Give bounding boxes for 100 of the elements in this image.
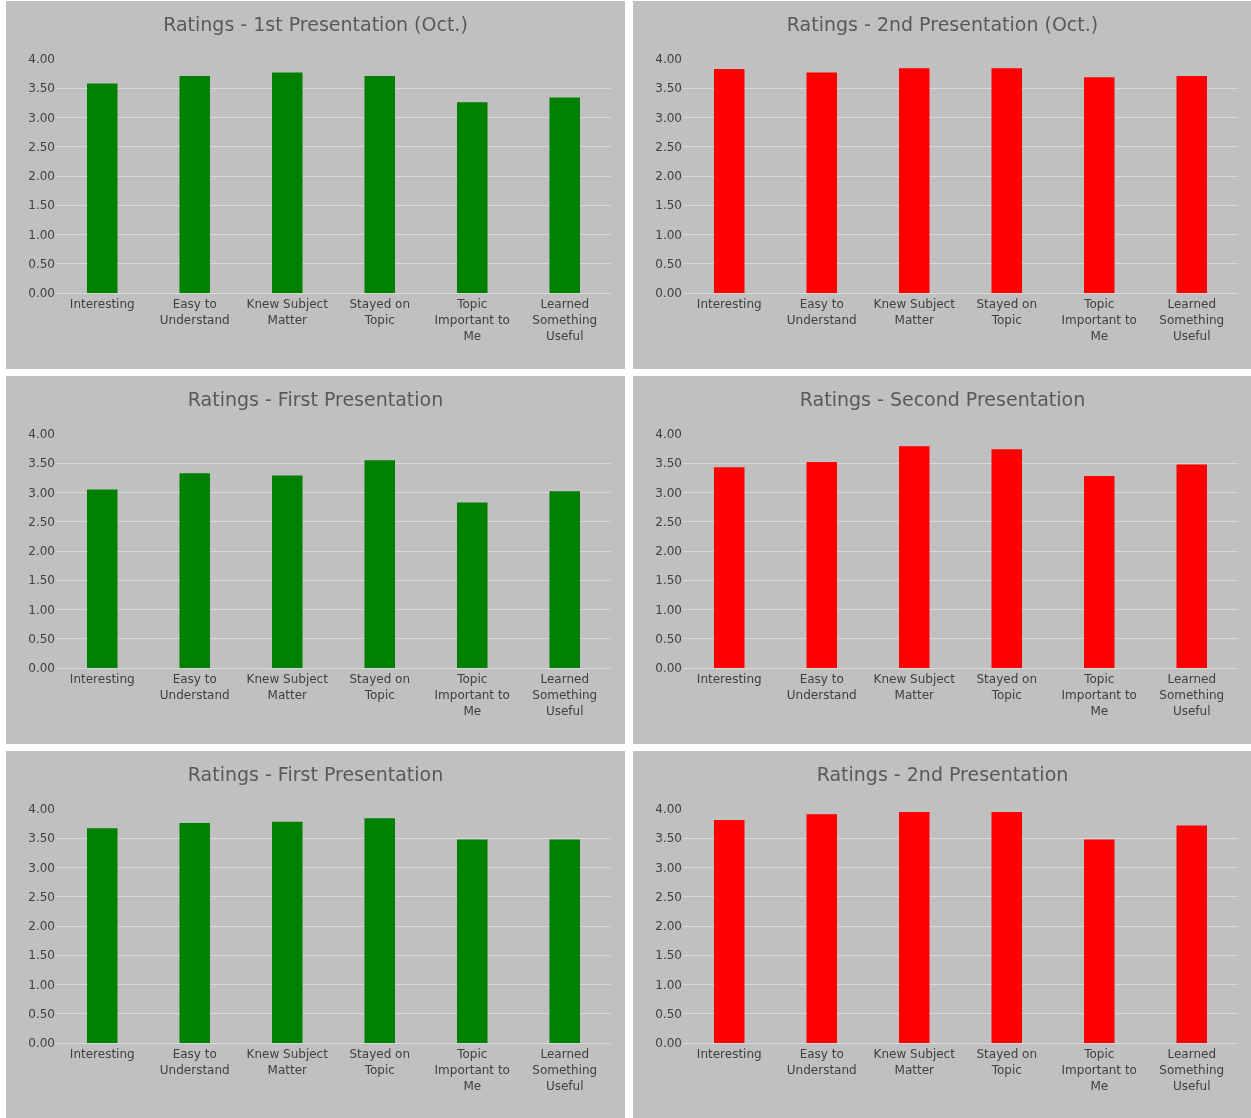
- x-tick-label: Learned Something Useful: [1159, 297, 1225, 343]
- bar: [271, 72, 303, 293]
- x-tick-label: Knew Subject Matter: [246, 1047, 329, 1077]
- bar: [549, 839, 581, 1043]
- x-tick-label: Stayed on Topic: [976, 297, 1038, 327]
- bar: [364, 460, 396, 668]
- y-tick-label: 2.50: [655, 514, 682, 529]
- x-tick-label: Interesting: [69, 1047, 135, 1062]
- y-tick-label: 0.50: [655, 631, 682, 646]
- y-tick-label: 0.00: [655, 661, 682, 676]
- y-tick-label: 2.50: [28, 139, 55, 154]
- x-tick-label: Learned Something Useful: [532, 297, 598, 343]
- y-tick-label: 1.50: [655, 948, 682, 963]
- bar: [898, 446, 930, 668]
- y-tick-label: 0.00: [655, 1036, 682, 1051]
- x-tick-label: Knew Subject Matter: [246, 297, 329, 327]
- bar: [179, 473, 211, 668]
- x-tick-label: Learned Something Useful: [532, 1047, 598, 1093]
- bar: [86, 83, 118, 293]
- x-tick-label: Stayed on Topic: [349, 297, 411, 327]
- y-tick-label: 1.50: [28, 948, 55, 963]
- y-tick-label: 0.50: [655, 256, 682, 271]
- y-tick-label: 1.00: [655, 227, 682, 242]
- x-tick-label: Easy to Understand: [786, 672, 857, 702]
- y-tick-label: 0.50: [655, 1006, 682, 1021]
- bar: [991, 449, 1023, 668]
- x-tick-label: Learned Something Useful: [532, 672, 598, 718]
- y-tick-label: 4.00: [28, 802, 55, 817]
- x-tick-label: Interesting: [69, 672, 135, 687]
- bar: [271, 821, 303, 1043]
- y-tick-label: 3.50: [28, 456, 55, 471]
- bar: [898, 68, 930, 293]
- bar: [86, 828, 118, 1043]
- x-tick-label: Learned Something Useful: [1159, 672, 1225, 718]
- y-tick-label: 1.00: [28, 227, 55, 242]
- y-tick-label: 0.50: [28, 256, 55, 271]
- y-tick-label: 4.00: [655, 427, 682, 442]
- bar: [806, 462, 838, 668]
- x-tick-label: Stayed on Topic: [349, 1047, 411, 1077]
- x-tick-label: Stayed on Topic: [349, 672, 411, 702]
- y-tick-label: 0.50: [28, 1006, 55, 1021]
- y-tick-label: 1.50: [655, 573, 682, 588]
- bar: [991, 68, 1023, 293]
- x-tick-label: Interesting: [696, 1047, 762, 1062]
- x-tick-label: Topic Important to Me: [1061, 1047, 1137, 1093]
- x-tick-label: Knew Subject Matter: [873, 672, 956, 702]
- chart-title: Ratings - Second Presentation: [799, 387, 1086, 410]
- y-tick-label: 3.50: [28, 831, 55, 846]
- y-tick-label: 3.00: [28, 110, 55, 125]
- y-tick-label: 0.50: [28, 631, 55, 646]
- bar: [86, 489, 118, 668]
- y-tick-label: 4.00: [28, 427, 55, 442]
- bar: [271, 475, 303, 668]
- chart-title: Ratings - 2nd Presentation (Oct.): [786, 12, 1099, 35]
- x-tick-label: Topic Important to Me: [1061, 672, 1137, 718]
- bar: [456, 102, 488, 293]
- y-tick-label: 4.00: [28, 52, 55, 67]
- chart-title: Ratings - First Presentation: [187, 762, 444, 785]
- bar: [1176, 464, 1208, 668]
- y-tick-label: 2.00: [28, 919, 55, 934]
- chart-title: Ratings - 1st Presentation (Oct.): [163, 12, 468, 35]
- y-tick-label: 2.00: [655, 919, 682, 934]
- bar: [364, 818, 396, 1043]
- bar: [1176, 75, 1208, 293]
- y-tick-label: 2.00: [655, 169, 682, 184]
- y-tick-label: 3.00: [655, 110, 682, 125]
- y-tick-label: 3.50: [28, 81, 55, 96]
- chart-title: Ratings - 2nd Presentation: [816, 762, 1069, 785]
- y-tick-label: 2.50: [28, 889, 55, 904]
- x-tick-label: Knew Subject Matter: [873, 297, 956, 327]
- x-tick-label: Topic Important to Me: [434, 1047, 510, 1093]
- y-tick-label: 0.00: [28, 1036, 55, 1051]
- y-tick-label: 3.50: [655, 831, 682, 846]
- y-tick-label: 1.00: [655, 602, 682, 617]
- y-tick-label: 2.50: [655, 889, 682, 904]
- y-tick-label: 4.00: [655, 52, 682, 67]
- bar: [456, 839, 488, 1043]
- y-tick-label: 0.00: [655, 286, 682, 301]
- x-tick-label: Stayed on Topic: [976, 1047, 1038, 1077]
- y-tick-label: 2.00: [28, 169, 55, 184]
- y-tick-label: 1.00: [28, 602, 55, 617]
- y-tick-label: 1.50: [28, 573, 55, 588]
- y-tick-label: 2.50: [28, 514, 55, 529]
- x-tick-label: Easy to Understand: [159, 672, 230, 702]
- y-tick-label: 3.00: [655, 485, 682, 500]
- y-tick-label: 1.00: [28, 977, 55, 992]
- y-tick-label: 1.00: [655, 977, 682, 992]
- x-tick-label: Easy to Understand: [159, 1047, 230, 1077]
- y-tick-label: 0.00: [28, 661, 55, 676]
- bar: [364, 75, 396, 293]
- x-tick-label: Interesting: [696, 297, 762, 312]
- x-tick-label: Topic Important to Me: [1061, 297, 1137, 343]
- x-tick-label: Stayed on Topic: [976, 672, 1038, 702]
- bar: [549, 97, 581, 293]
- x-tick-label: Knew Subject Matter: [873, 1047, 956, 1077]
- y-tick-label: 2.00: [655, 544, 682, 559]
- y-tick-label: 2.00: [28, 544, 55, 559]
- y-tick-label: 0.00: [28, 286, 55, 301]
- bar: [713, 68, 745, 293]
- y-tick-label: 1.50: [28, 198, 55, 213]
